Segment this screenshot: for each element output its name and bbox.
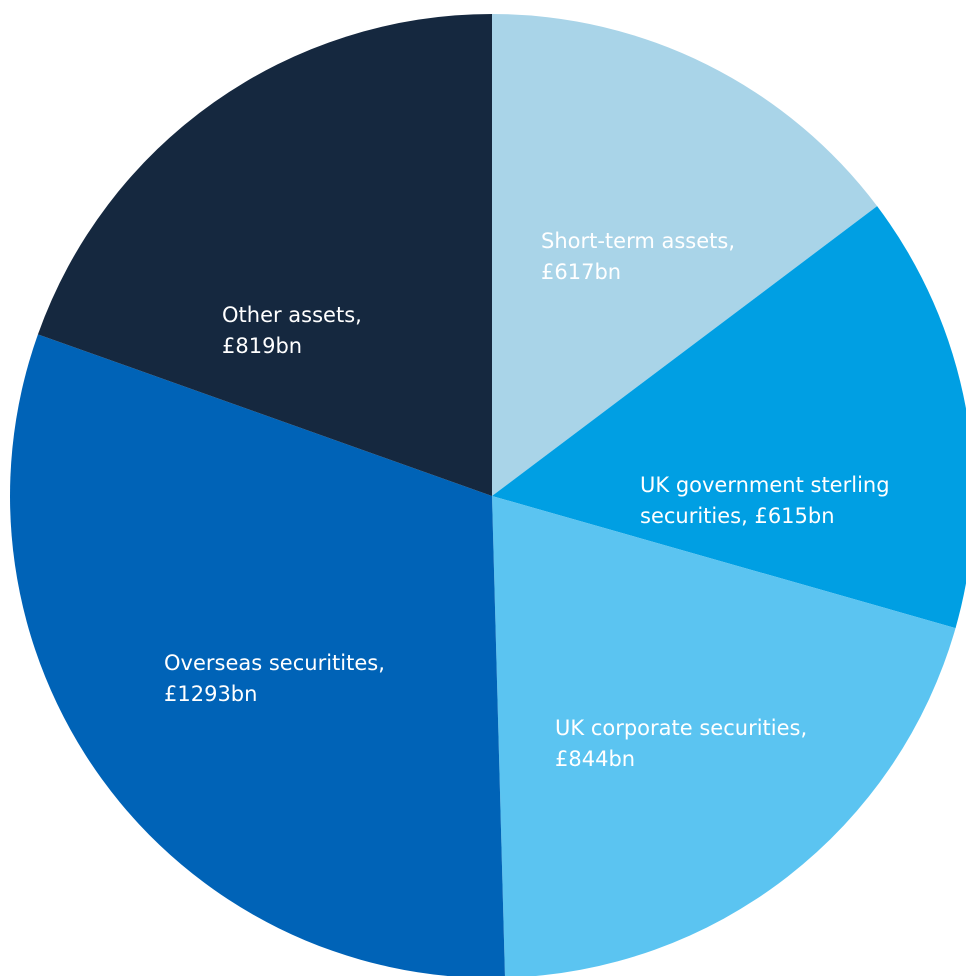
pie-label-overseas-securitites: Overseas securitites, £1293bn <box>164 651 385 706</box>
pie-label-line: £617bn <box>541 260 621 284</box>
pie-slice-short-term-assets <box>492 14 878 496</box>
pie-label-line: Overseas securitites, <box>164 651 385 675</box>
pie-label-line: Short-term assets, <box>541 229 735 253</box>
pie-slices <box>10 14 966 976</box>
pie-label-short-term-assets: Short-term assets, £617bn <box>541 229 735 284</box>
pie-slice-uk-corporate-securities <box>492 496 956 976</box>
pie-label-line: £819bn <box>222 334 302 358</box>
pie-label-other-assets: Other assets, £819bn <box>222 303 362 358</box>
pie-slice-other-assets <box>37 14 493 496</box>
pie-label-uk-government-sterling-securities: UK government sterling securities, £615bn <box>640 473 890 528</box>
pie-slice-overseas-securitites <box>10 334 505 976</box>
pie-label-uk-corporate-securities: UK corporate securities, £844bn <box>555 716 807 771</box>
pie-labels: Short-term assets, £617bn UK government st… <box>164 229 890 771</box>
pie-label-line: securities, £615bn <box>640 504 835 528</box>
pie-label-line: Other assets, <box>222 303 362 327</box>
pie-label-line: UK government sterling <box>640 473 890 497</box>
pie-label-line: UK corporate securities, <box>555 716 807 740</box>
pie-slice-uk-government-sterling-securities <box>492 206 966 629</box>
pie-label-line: £844bn <box>555 747 635 771</box>
pie-label-line: £1293bn <box>164 682 257 706</box>
